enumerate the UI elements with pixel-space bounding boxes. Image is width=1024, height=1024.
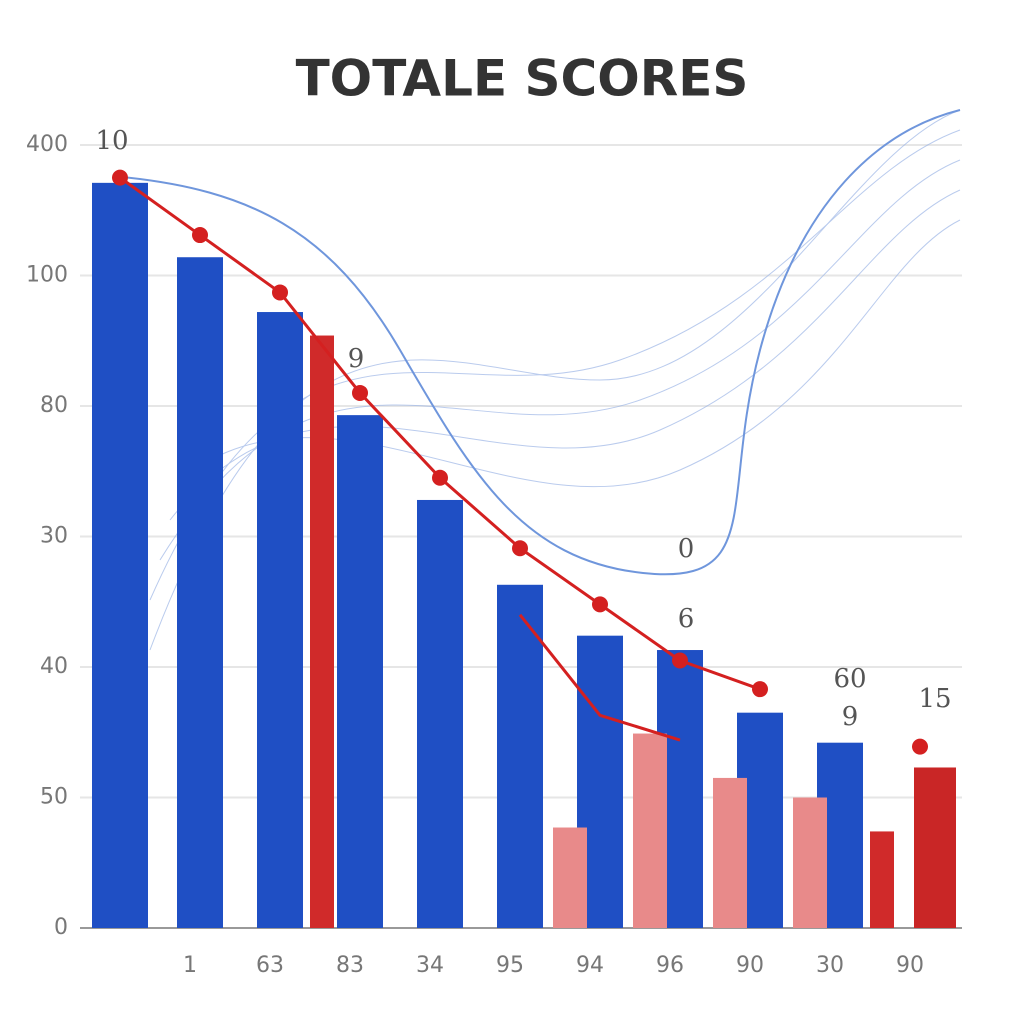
bar (870, 831, 894, 928)
line-point (752, 681, 768, 698)
y-tick-label: 80 (40, 393, 68, 418)
y-tick-label: 30 (40, 524, 68, 549)
line (518, 613, 681, 742)
bar (417, 499, 463, 928)
annotation: 60 (833, 664, 866, 694)
line-point (512, 540, 528, 557)
x-tick-label: 96 (656, 953, 684, 978)
bar (914, 767, 956, 928)
blue-curve (121, 109, 961, 576)
line-point (112, 169, 128, 186)
chart-title: TOTALE SCORES (296, 50, 749, 108)
y-tick-label: 100 (26, 263, 68, 288)
line-point (432, 469, 448, 486)
y-tick-label: 50 (40, 785, 68, 810)
line-point (912, 738, 928, 755)
bar (257, 312, 303, 928)
y-tick-label: 400 (26, 132, 68, 157)
line-point (192, 227, 208, 244)
x-tick-label: 90 (736, 953, 764, 978)
line-point (592, 596, 608, 613)
x-tick-label: 95 (496, 953, 524, 978)
annotation: 10 (95, 126, 128, 156)
annotation: 6 (678, 604, 695, 634)
bar (337, 415, 383, 928)
x-tick-label: 1 (183, 953, 197, 978)
line-point (672, 652, 688, 669)
x-tick-label: 90 (896, 953, 924, 978)
annotation: 9 (842, 702, 859, 732)
y-tick-label: 0 (54, 915, 68, 940)
x-tick-label: 63 (256, 953, 284, 978)
bar (92, 182, 148, 929)
annotation: 15 (918, 684, 951, 714)
bar (497, 584, 543, 928)
bar (177, 257, 223, 929)
y-tick-label: 40 (40, 654, 68, 679)
x-tick-label: 30 (816, 953, 844, 978)
bar (553, 827, 587, 928)
bar (310, 335, 334, 928)
bar (633, 733, 667, 928)
x-tick-label: 34 (416, 953, 444, 978)
x-tick-label: 94 (576, 953, 604, 978)
annotation: 9 (348, 344, 365, 374)
line-point (352, 384, 368, 401)
x-tick-label: 83 (336, 953, 364, 978)
bar (793, 797, 827, 928)
annotation: 0 (678, 534, 695, 564)
bar (713, 777, 747, 928)
line-point (272, 284, 288, 301)
